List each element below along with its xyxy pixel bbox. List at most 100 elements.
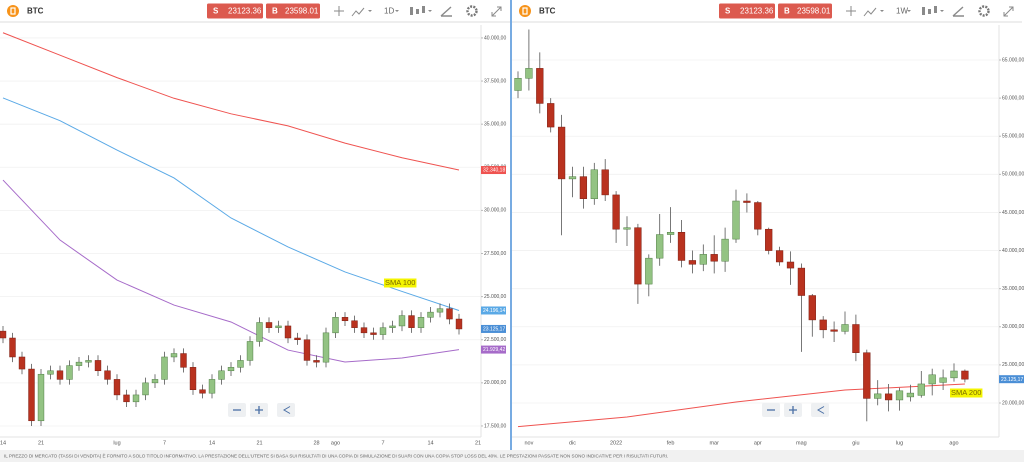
candle-body [28, 368, 35, 422]
y-tick-label: 22.500,00 [484, 337, 506, 343]
y-tick-label: 55.000,00 [1002, 134, 1024, 140]
symbol-icon [519, 5, 531, 17]
x-tick-label: dic [569, 440, 576, 446]
buy-label: B [784, 7, 790, 16]
y-tick-label: 25.000,00 [1002, 362, 1024, 368]
dropdown-icon[interactable] [940, 10, 944, 12]
x-tick-label: 14 [0, 440, 6, 446]
share-icon[interactable] [817, 406, 825, 414]
candle-body [161, 356, 168, 380]
y-tick-label: 30.000,00 [1002, 324, 1024, 330]
symbol-icon [7, 5, 19, 17]
candle-body [819, 319, 827, 331]
x-tick-label: mar [709, 440, 719, 446]
annotation-highlight [384, 278, 417, 288]
sell-price: 23123.36 [740, 7, 774, 16]
candle-body [775, 250, 784, 263]
zoom-in-icon[interactable] [255, 406, 263, 414]
candle-body [961, 370, 969, 380]
candle-body [645, 257, 653, 285]
share-icon[interactable] [283, 406, 291, 414]
candle-body [341, 317, 349, 322]
chart-panel: 20.000,00 25.000,00 30.000,00 35.000,00 40.0… [512, 0, 1024, 446]
candle-body [208, 379, 216, 394]
footer-bar [0, 450, 1024, 462]
candle-body [917, 383, 925, 396]
candle-body [47, 370, 54, 375]
buy-button[interactable] [778, 3, 832, 19]
candle-body [666, 232, 675, 235]
timeframe[interactable]: 1W [896, 7, 908, 16]
symbol: BTC [27, 7, 44, 16]
dropdown-icon[interactable] [395, 10, 399, 12]
dropdown-icon[interactable] [880, 10, 884, 12]
candle-body [446, 308, 453, 320]
candle-body [601, 169, 609, 196]
candle-body [237, 360, 244, 368]
price-badge-label: 23.125,17 [483, 327, 505, 333]
x-tick-label: 7 [163, 440, 166, 446]
candle-body [332, 317, 339, 334]
candle-icon[interactable] [922, 6, 937, 15]
candle-body [199, 389, 206, 394]
x-tick-label: 14 [209, 440, 215, 446]
sell-button[interactable] [207, 3, 263, 19]
candle-body [579, 176, 588, 199]
chart-type-icon[interactable] [351, 7, 365, 17]
candle-body [303, 339, 311, 361]
share-button[interactable] [277, 403, 295, 417]
settings-icon[interactable] [466, 5, 478, 17]
y-tick-label: 35.000,00 [1002, 286, 1024, 292]
expand-icon[interactable] [1003, 6, 1014, 17]
annotation-highlight [950, 388, 983, 398]
candle-body [398, 315, 406, 327]
draw-icon[interactable] [952, 6, 964, 17]
candle-body [612, 194, 620, 230]
candle-body [75, 361, 83, 366]
symbol: BTC [539, 7, 556, 16]
x-tick-label: lug [896, 440, 903, 446]
draw-icon[interactable] [440, 6, 452, 17]
y-tick-label: 20.000,00 [1002, 400, 1024, 406]
candle-body [950, 370, 958, 379]
sell-button[interactable] [719, 3, 775, 19]
candle-body [830, 329, 838, 332]
x-tick-label: mag [796, 440, 807, 446]
buy-button[interactable] [266, 3, 320, 19]
crosshair-icon[interactable] [334, 6, 344, 16]
candle-body [284, 325, 292, 339]
y-tick-label: 60.000,00 [1002, 95, 1024, 101]
x-tick-label: 7 [381, 440, 384, 446]
zoom-in-icon[interactable] [789, 406, 797, 414]
x-tick-label: lug [113, 440, 120, 446]
y-tick-label: 25.000,00 [484, 294, 506, 300]
chart-type-icon[interactable] [863, 7, 877, 17]
expand-icon[interactable] [491, 6, 502, 17]
crosshair-icon[interactable] [846, 6, 856, 16]
candle-body [427, 311, 434, 318]
dropdown-icon[interactable] [428, 10, 432, 12]
y-tick-label: 20.000,00 [484, 380, 506, 386]
sma-line [2, 97, 460, 311]
price-badge [481, 306, 506, 315]
sell-label: S [213, 7, 219, 16]
x-tick-label: feb [667, 440, 675, 446]
settings-icon[interactable] [978, 5, 990, 17]
candle-body [884, 393, 893, 401]
dropdown-icon[interactable] [368, 10, 372, 12]
candle-body [170, 353, 178, 358]
x-tick-label: giu [852, 440, 859, 446]
candle-body [66, 365, 73, 380]
annotation: SMA 100 [385, 278, 415, 287]
sma-line [2, 32, 460, 171]
candle-body [557, 126, 566, 180]
dropdown-icon[interactable] [907, 10, 911, 12]
candle-icon[interactable] [410, 6, 425, 15]
candle-body [189, 367, 197, 390]
price-badge [481, 324, 506, 333]
timeframe[interactable]: 1D [384, 7, 394, 16]
share-button[interactable] [811, 403, 829, 417]
y-tick-label: 50.000,00 [1002, 172, 1024, 178]
